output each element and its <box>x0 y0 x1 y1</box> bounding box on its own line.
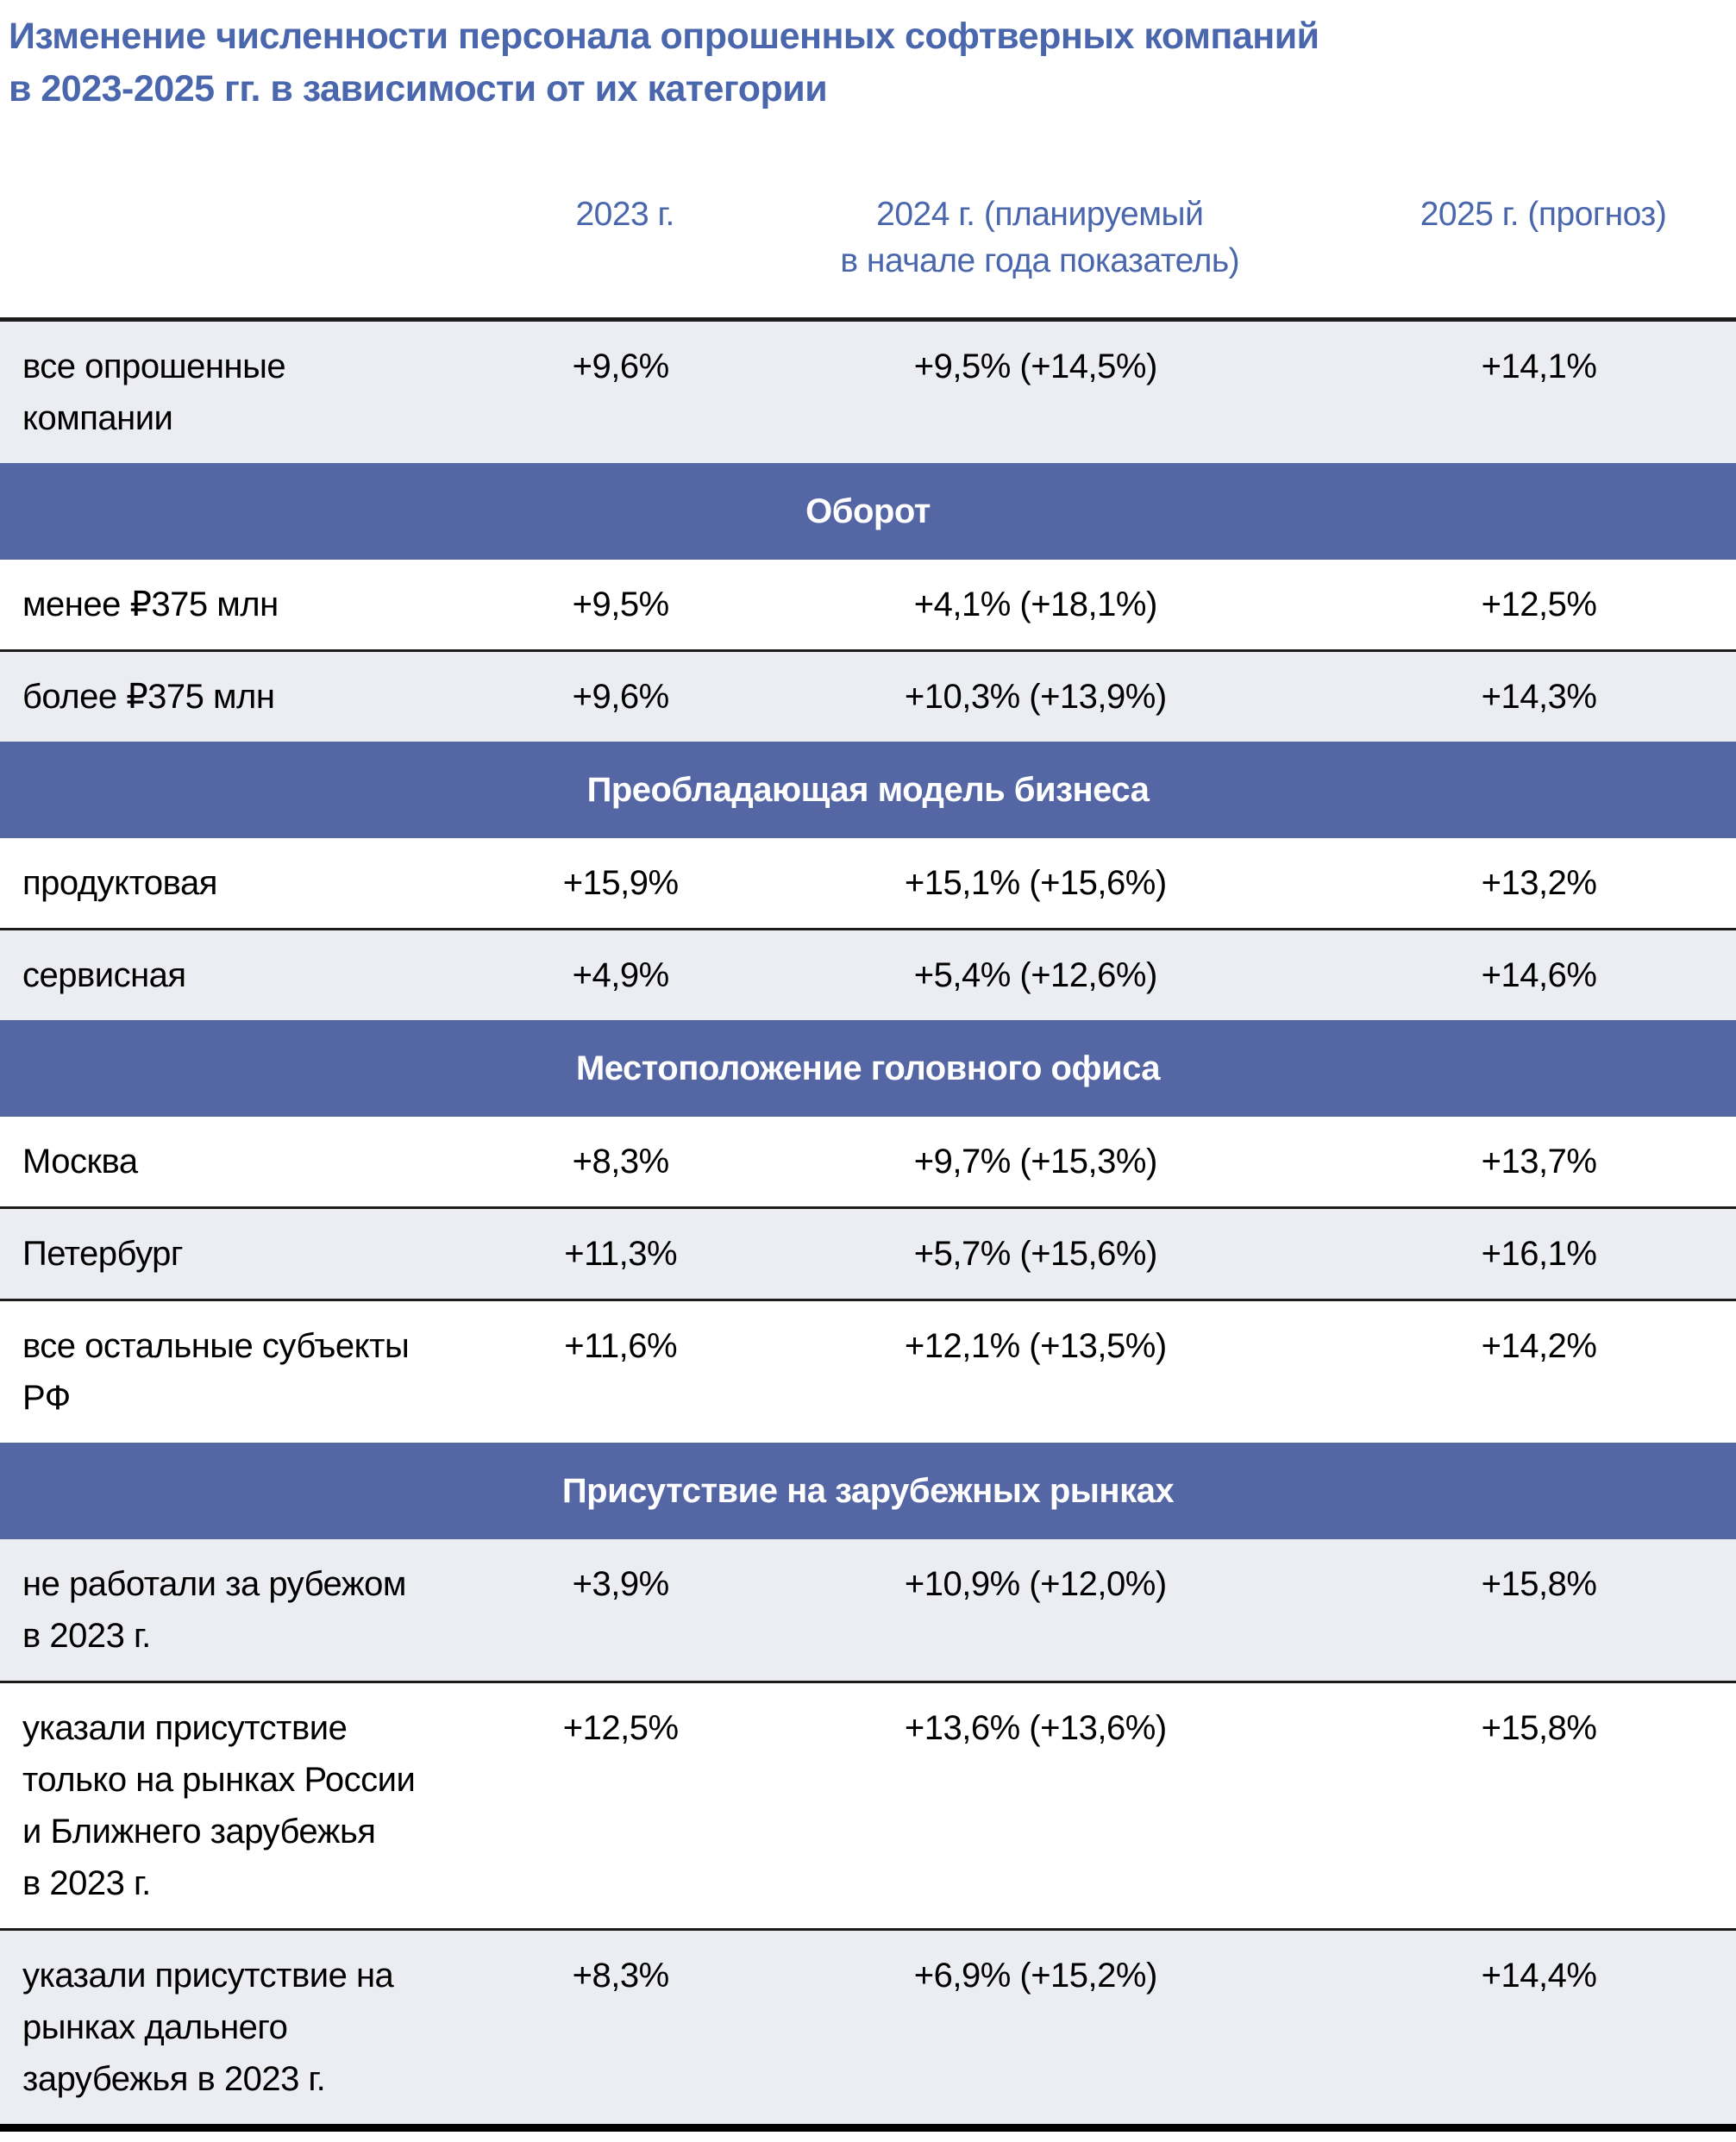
section-header-row-business-model: Преобладающая модель бизнеса <box>0 741 1736 838</box>
column-header-2023: 2023 г. <box>575 196 674 234</box>
table-row-no-foreign-work: не работали за рубежом в 2023 г. +3,9% +… <box>0 1538 1736 1682</box>
value-2025: +12,5% <box>1351 559 1736 651</box>
table-row-less-375m: менее ₽375 млн +9,5% +4,1% (+18,1%) +12,… <box>0 559 1736 651</box>
value-2023: +9,6% <box>520 648 730 742</box>
value-2023: +8,3% <box>520 1927 730 2128</box>
personnel-change-table: все опрошенные компании +9,6% +9,5% (+14… <box>0 316 1736 2132</box>
section-title: Местоположение головного офиса <box>0 1019 1736 1117</box>
value-2025: +13,7% <box>1351 1116 1736 1208</box>
value-2025: +14,6% <box>1351 927 1736 1020</box>
row-label: сервисная <box>0 927 521 1020</box>
value-2023: +4,9% <box>520 927 730 1020</box>
column-header-2024: 2024 г. (планируемый в начале года показ… <box>840 196 1240 279</box>
row-label: продуктовая <box>0 837 521 930</box>
value-2024: +10,3% (+13,9%) <box>729 648 1351 742</box>
value-2024: +15,1% (+15,6%) <box>729 837 1351 930</box>
row-label: менее ₽375 млн <box>0 559 521 651</box>
value-2025: +14,4% <box>1351 1927 1736 2128</box>
row-label: все опрошенные компании <box>0 319 521 463</box>
table-row-more-375m: более ₽375 млн +9,6% +10,3% (+13,9%) +14… <box>0 648 1736 742</box>
value-2025: +14,1% <box>1351 319 1736 463</box>
page-title: Изменение численности персонала опрошенн… <box>9 16 1319 110</box>
section-title: Оборот <box>0 462 1736 560</box>
value-2025: +16,1% <box>1351 1206 1736 1300</box>
section-title: Преобладающая модель бизнеса <box>0 741 1736 838</box>
value-2025: +15,8% <box>1351 1538 1736 1682</box>
section-header-row-turnover: Оборот <box>0 462 1736 560</box>
table-row-product: продуктовая +15,9% +15,1% (+15,6%) +13,2… <box>0 837 1736 930</box>
table-row-all-companies: все опрошенные компании +9,6% +9,5% (+14… <box>0 319 1736 463</box>
value-2025: +14,3% <box>1351 648 1736 742</box>
table-row-service: сервисная +4,9% +5,4% (+12,6%) +14,6% <box>0 927 1736 1020</box>
value-2023: +3,9% <box>520 1538 730 1682</box>
value-2024: +9,7% (+15,3%) <box>729 1116 1351 1208</box>
value-2024: +5,7% (+15,6%) <box>729 1206 1351 1300</box>
value-2023: +9,6% <box>520 319 730 463</box>
value-2024: +9,5% (+14,5%) <box>729 319 1351 463</box>
value-2023: +15,9% <box>520 837 730 930</box>
value-2024: +13,6% (+13,6%) <box>729 1680 1351 1930</box>
value-2023: +11,3% <box>520 1206 730 1300</box>
section-header-row-foreign-markets: Присутствие на зарубежных рынках <box>0 1442 1736 1539</box>
column-header-2025: 2025 г. (прогноз) <box>1420 196 1667 234</box>
table-row-other-regions: все остальные субъекты РФ +11,6% +12,1% … <box>0 1298 1736 1443</box>
column-header-category <box>0 191 521 285</box>
value-2024: +10,9% (+12,0%) <box>729 1538 1351 1682</box>
table-row-far-abroad: указали присутствие на рынках дальнего з… <box>0 1927 1736 2128</box>
value-2023: +8,3% <box>520 1116 730 1208</box>
value-2023: +12,5% <box>520 1680 730 1930</box>
row-label: указали присутствие на рынках дальнего з… <box>0 1927 521 2128</box>
row-label: более ₽375 млн <box>0 648 521 742</box>
row-label: Москва <box>0 1116 521 1208</box>
table-row-russia-near-abroad: указали присутствие только на рынках Рос… <box>0 1680 1736 1930</box>
row-label: указали присутствие только на рынках Рос… <box>0 1680 521 1930</box>
row-label: все остальные субъекты РФ <box>0 1298 521 1443</box>
value-2023: +11,6% <box>520 1298 730 1443</box>
value-2024: +5,4% (+12,6%) <box>729 927 1351 1020</box>
row-label: Петербург <box>0 1206 521 1300</box>
value-2024: +6,9% (+15,2%) <box>729 1927 1351 2128</box>
value-2025: +13,2% <box>1351 837 1736 930</box>
value-2024: +12,1% (+13,5%) <box>729 1298 1351 1443</box>
column-headers: 2023 г. 2024 г. (планируемый в начале го… <box>0 191 1736 317</box>
value-2025: +15,8% <box>1351 1680 1736 1930</box>
section-title: Присутствие на зарубежных рынках <box>0 1442 1736 1539</box>
section-header-row-hq-location: Местоположение головного офиса <box>0 1019 1736 1117</box>
table-row-petersburg: Петербург +11,3% +5,7% (+15,6%) +16,1% <box>0 1206 1736 1300</box>
value-2024: +4,1% (+18,1%) <box>729 559 1351 651</box>
table-row-moscow: Москва +8,3% +9,7% (+15,3%) +13,7% <box>0 1116 1736 1208</box>
value-2023: +9,5% <box>520 559 730 651</box>
value-2025: +14,2% <box>1351 1298 1736 1443</box>
row-label: не работали за рубежом в 2023 г. <box>0 1538 521 1682</box>
